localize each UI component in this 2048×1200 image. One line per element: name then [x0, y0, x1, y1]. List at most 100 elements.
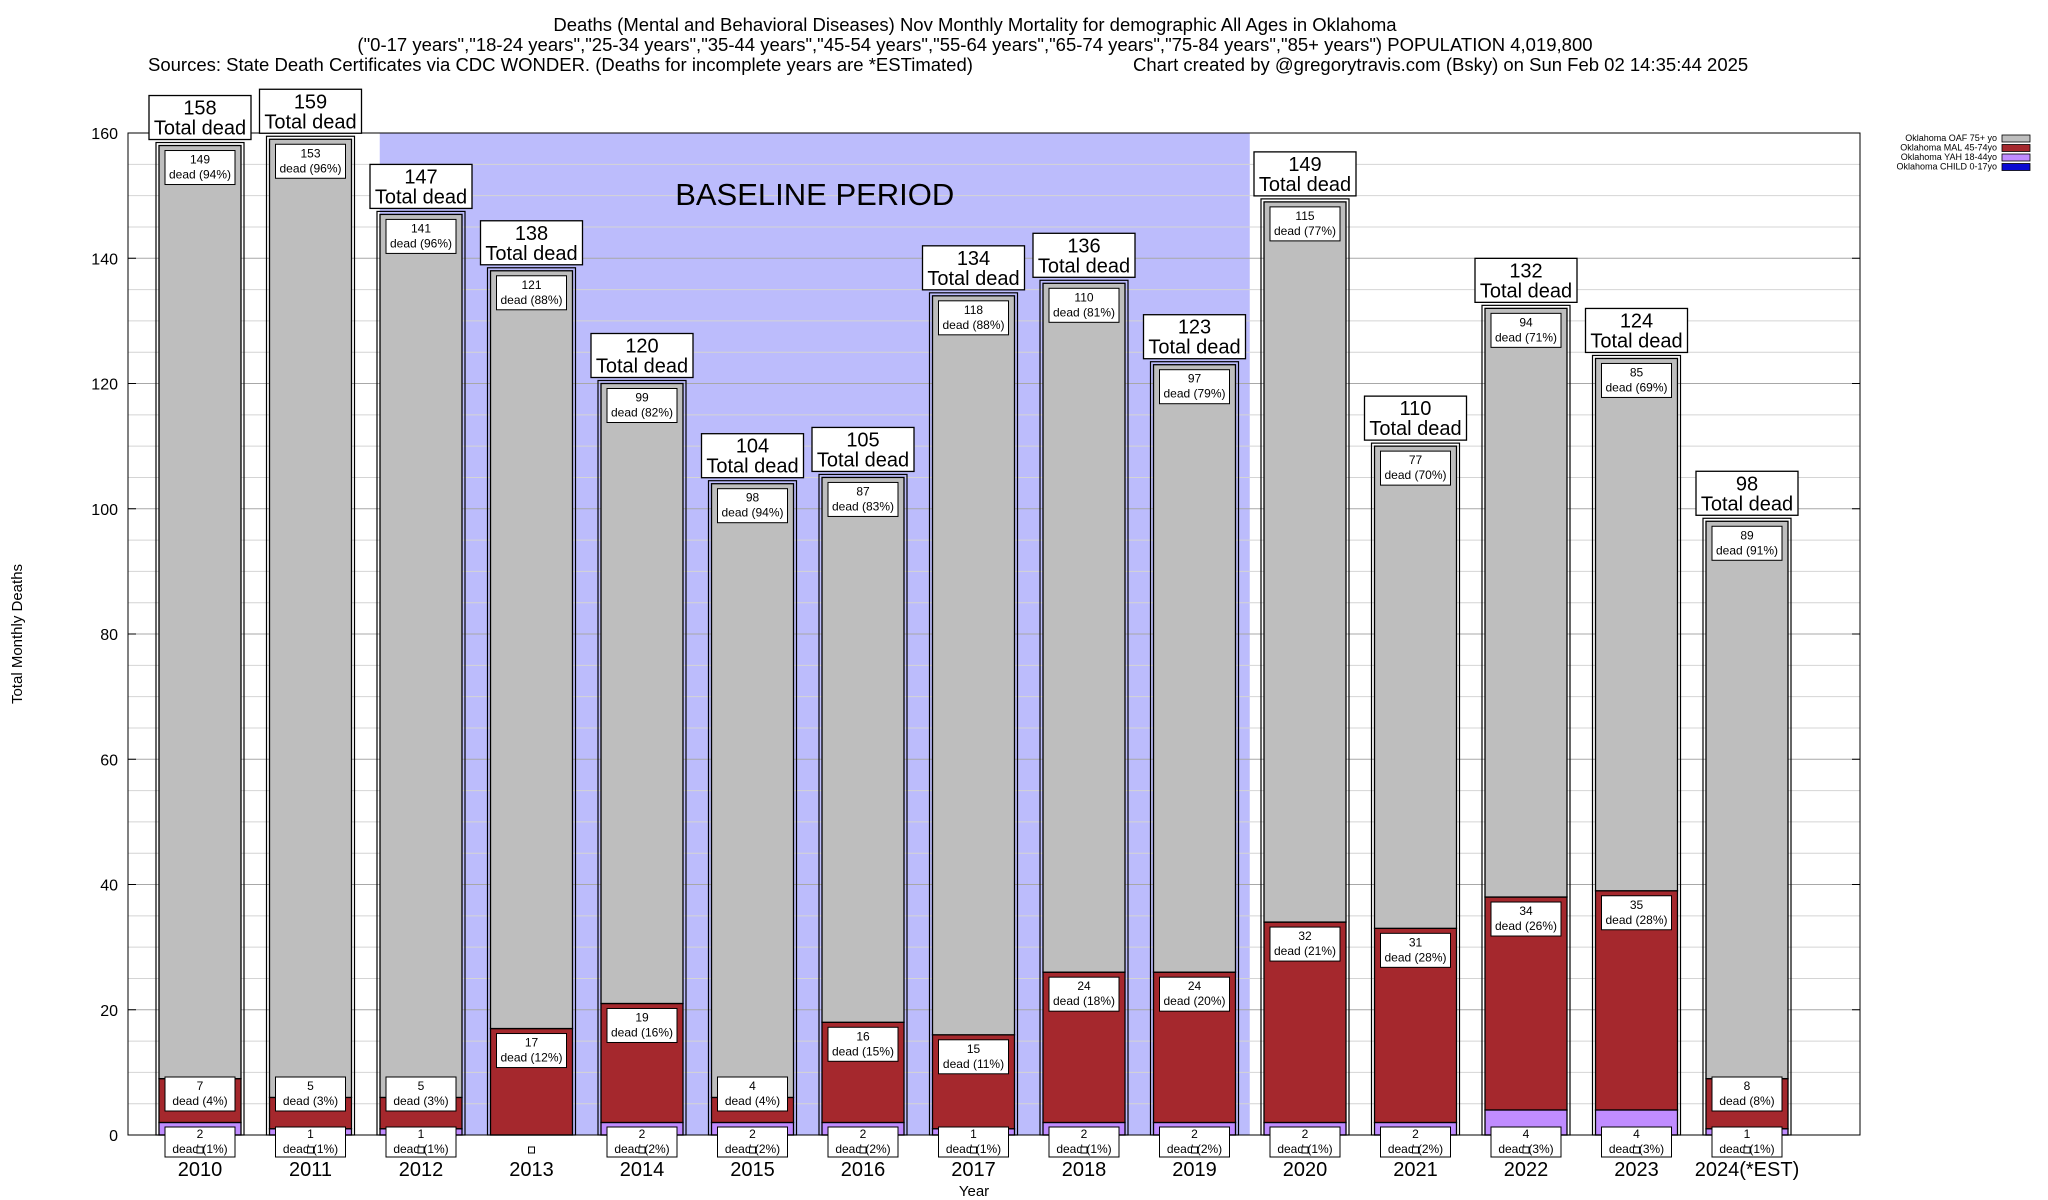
y-tick-label: 80	[100, 627, 118, 644]
total-label-value: 124	[1620, 310, 1653, 332]
data-label-box	[1159, 976, 1230, 1012]
total-label-box	[369, 163, 473, 210]
chart-title: Deaths (Mental and Behavioral Diseases) …	[553, 14, 1397, 35]
data-label: 24	[1077, 979, 1091, 993]
data-label-marker	[1412, 1146, 1419, 1154]
total-label-value: 110	[1400, 398, 1432, 420]
data-label: 31	[1409, 935, 1423, 949]
data-label: 2	[749, 1127, 756, 1141]
data-label-box	[1490, 312, 1562, 348]
x-tick-label: 2017	[951, 1159, 996, 1181]
x-tick-label: 2012	[399, 1159, 444, 1181]
x-tick-label: 2016	[841, 1159, 886, 1181]
bar-segment	[489, 270, 574, 1030]
data-label: 115	[1295, 209, 1314, 223]
data-label: dead (8%)	[1719, 1094, 1774, 1108]
total-label-box	[700, 433, 805, 479]
data-label: 35	[1630, 898, 1644, 912]
data-label-box	[1380, 932, 1451, 968]
data-label-box	[385, 218, 457, 254]
legend-swatch	[2001, 134, 2031, 143]
total-label-text: Total dead	[1038, 255, 1130, 277]
data-label-box	[1601, 362, 1672, 398]
data-label: 32	[1298, 929, 1312, 943]
total-label-text: Total dead	[1369, 418, 1461, 440]
legend-label: Oklahoma OAF 75+ yo	[1905, 133, 1997, 143]
data-label-box	[496, 275, 567, 311]
total-label-value: 105	[846, 429, 879, 451]
data-label: 99	[635, 391, 649, 405]
data-label: 141	[411, 221, 431, 235]
bar-segment	[158, 144, 242, 1080]
total-label-box	[1363, 395, 1468, 441]
total-label-box	[479, 220, 584, 266]
data-label-box	[275, 143, 346, 179]
data-label-box	[1711, 1076, 1783, 1112]
legend-swatch	[2001, 144, 2031, 152]
data-label-box	[1380, 450, 1451, 486]
total-label-text: Total dead	[706, 456, 798, 478]
total-label-text: Total dead	[1259, 174, 1351, 196]
data-label: 4	[1633, 1127, 1640, 1141]
data-label-marker	[859, 1146, 867, 1154]
data-label: dead (82%)	[611, 406, 673, 420]
x-tick-label: 2019	[1172, 1159, 1217, 1181]
data-label: 85	[1630, 365, 1644, 379]
total-label-text: Total dead	[154, 118, 246, 140]
total-label-value: 123	[1178, 317, 1211, 339]
data-label: 2	[197, 1127, 204, 1141]
data-label: dead (81%)	[1053, 305, 1115, 319]
data-label-marker	[1633, 1146, 1640, 1154]
bar-segment	[268, 138, 353, 1099]
data-label-box	[938, 1039, 1009, 1075]
data-label: 1	[970, 1127, 977, 1141]
data-label-box	[827, 1026, 899, 1062]
data-label-box	[827, 481, 899, 517]
x-tick-label: 2013	[509, 1159, 554, 1181]
total-label-box	[1584, 307, 1689, 354]
data-label-box	[1048, 287, 1120, 323]
bar-segment	[710, 483, 795, 1099]
data-label: 87	[856, 484, 870, 498]
data-label-box	[1269, 926, 1341, 962]
data-label: 98	[746, 491, 760, 505]
total-label-text: Total dead	[375, 186, 467, 208]
data-label: dead (88%)	[942, 318, 1004, 332]
x-tick-label: 2020	[1283, 1159, 1328, 1181]
data-label: dead (96%)	[390, 236, 452, 250]
data-label-marker	[638, 1146, 646, 1154]
data-label: 97	[1188, 372, 1202, 386]
data-label: 2	[639, 1127, 646, 1141]
total-label-text: Total dead	[1480, 280, 1572, 302]
data-label: 15	[967, 1042, 981, 1056]
data-label: 2	[1412, 1127, 1419, 1141]
data-label: 1	[1744, 1127, 1751, 1141]
legend-swatch	[2001, 153, 2031, 162]
x-tick-label: 2023	[1614, 1159, 1659, 1181]
data-label: dead (3%)	[393, 1094, 448, 1108]
chart-credit: Chart created by @gregorytravis.com (Bsk…	[1133, 54, 1749, 75]
bar-segment	[1705, 520, 1789, 1080]
total-label-box	[921, 245, 1026, 291]
baseline-period-label: BASELINE PERIOD	[675, 177, 954, 212]
data-label: 118	[964, 303, 983, 317]
data-label: dead (70%)	[1384, 468, 1446, 482]
bar-segment	[1152, 364, 1237, 973]
data-label: dead (18%)	[1053, 994, 1115, 1008]
bar-segment	[931, 295, 1016, 1036]
data-label-marker	[749, 1146, 756, 1154]
total-label-text: Total dead	[485, 243, 577, 265]
legend-label: Oklahoma CHILD 0-17yo	[1896, 162, 1997, 172]
bar-segment	[600, 382, 684, 1005]
data-label: 34	[1519, 904, 1533, 918]
total-label-value: 120	[625, 336, 658, 358]
data-label-box	[1159, 369, 1230, 405]
data-label-box	[717, 488, 788, 524]
total-label-box	[811, 426, 915, 473]
data-label: dead (91%)	[1716, 543, 1778, 557]
data-label: 17	[525, 1036, 539, 1050]
data-label: dead (94%)	[169, 168, 231, 182]
total-label-value: 159	[294, 91, 327, 113]
data-label: dead (21%)	[1274, 944, 1336, 958]
